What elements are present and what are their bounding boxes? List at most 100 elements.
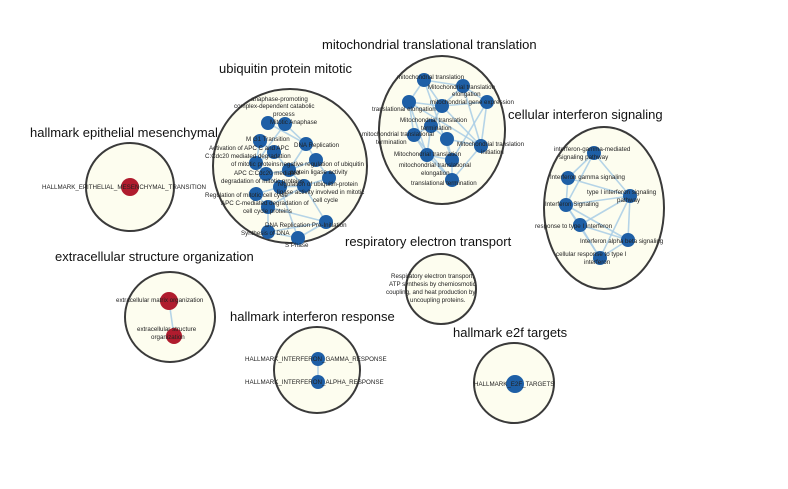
node-label: Mitotic Anaphase [270, 119, 318, 126]
node[interactable] [435, 99, 449, 113]
node-label: type I interferon signaling [587, 189, 657, 196]
node[interactable] [267, 145, 281, 159]
cluster-nodes [249, 116, 336, 245]
node-label: organization [151, 334, 185, 341]
node[interactable] [297, 179, 311, 193]
node[interactable] [621, 233, 635, 247]
node-label: degradation of mitotic proteins [221, 178, 304, 185]
node-label: interferon-gamma-mediated [554, 146, 631, 153]
node-label: of mitotic proteins [231, 161, 280, 168]
node[interactable] [278, 117, 292, 131]
node-label: mitochondrial gene expression [430, 99, 514, 106]
node[interactable] [587, 146, 601, 160]
node[interactable] [253, 134, 267, 148]
node[interactable] [420, 148, 434, 162]
node[interactable] [407, 128, 421, 142]
node-label: M G1 Transition [246, 136, 290, 143]
node-label: C:Cdc20 mediated degradation [205, 153, 291, 160]
cluster-boundary [124, 271, 216, 363]
node-label: Mitochondrial translation [394, 151, 462, 158]
node-label: translational termination [411, 180, 477, 187]
node-label: interferon [584, 259, 611, 266]
node[interactable] [282, 163, 296, 177]
node-label: termination [421, 125, 452, 132]
node-label: HALLMARK_EPITHELIAL_MESENCHYMAL_TRANSITI… [42, 184, 206, 191]
node-label: Interferon alpha beta signaling [580, 238, 664, 245]
node[interactable] [291, 231, 305, 245]
node[interactable] [623, 189, 637, 203]
node[interactable] [261, 116, 275, 130]
node[interactable] [319, 215, 333, 229]
node-label: Mitochondrial translation [400, 117, 468, 124]
node-label: elongation [421, 170, 450, 177]
node-e2f-targets[interactable] [506, 375, 524, 393]
node-label: response to type I interferon [535, 223, 613, 230]
node[interactable] [273, 180, 287, 194]
node[interactable] [261, 225, 275, 239]
cluster-title: mitochondrial translational translation [322, 37, 537, 52]
node-interferon-gamma-response[interactable] [311, 352, 325, 366]
cluster-ubiquitin-protein-mitotic[interactable]: ubiquitin protein mitotic anaphase-promo… [205, 61, 368, 249]
node-label: negative regulation of ubiquitin [280, 161, 364, 168]
cluster-title: hallmark interferon response [230, 309, 395, 324]
node-label: mitochondrial translation [397, 74, 465, 81]
cluster-cellular-interferon-signaling[interactable]: cellular interferon signaling interferon… [508, 107, 665, 290]
cluster-epithelial-mesenchymal[interactable]: hallmark epithelial mesenchymal HALLMARK… [30, 125, 218, 232]
node-epithelial-mesenchymal-transition[interactable] [121, 178, 139, 196]
cluster-title: ubiquitin protein mitotic [219, 61, 352, 76]
node-label: DNA Replication Pre-Initiation [265, 222, 347, 229]
cluster-hallmark-e2f-targets[interactable]: hallmark e2f targets HALLMARK_E2F_TARGET… [453, 325, 568, 424]
node-extracellular-matrix-organization[interactable] [160, 292, 178, 310]
node-label: S Phase [285, 242, 309, 249]
cluster-title: hallmark e2f targets [453, 325, 568, 340]
node-label: cell cycle proteins [243, 208, 292, 215]
node-label: HALLMARK_INTERFERON_ALPHA_RESPONSE [245, 379, 384, 386]
cluster-title: respiratory electron transport [345, 234, 512, 249]
node[interactable] [299, 137, 313, 151]
node-label: Regulation of mitotic cell cycle [205, 192, 288, 199]
node[interactable] [417, 73, 431, 87]
node-label: extracellular matrix organization [116, 297, 204, 304]
node-label: cellular response to type I [556, 251, 627, 258]
cluster-extracellular-structure-organization[interactable]: extracellular structure organization ext… [55, 249, 254, 363]
node-label: Interferon Signaling [545, 201, 599, 208]
node[interactable] [593, 251, 607, 265]
node[interactable] [322, 171, 336, 185]
node-label: APC C-mediated degradation of [221, 200, 309, 207]
node-label: extracellular structure [137, 326, 197, 333]
node-label: Mitochondrial translation [428, 84, 496, 91]
node-label: APC C:Cdc20 mediated [234, 170, 300, 177]
node[interactable] [445, 153, 459, 167]
node-interferon-alpha-response[interactable] [311, 375, 325, 389]
node[interactable] [424, 119, 438, 133]
node[interactable] [561, 171, 575, 185]
cluster-nodes [559, 146, 637, 265]
node[interactable] [249, 156, 263, 170]
node[interactable] [445, 173, 459, 187]
node[interactable] [456, 79, 470, 93]
cluster-boundary [543, 126, 665, 290]
node[interactable] [259, 167, 273, 181]
node[interactable] [309, 153, 323, 167]
node-label: regulation of ubiquitin-protein [278, 181, 358, 188]
cluster-boundary [273, 326, 361, 414]
node[interactable] [249, 187, 263, 201]
node-extracellular-structure-organization[interactable] [166, 328, 182, 344]
node-label: Mitochondrial translation [457, 141, 525, 148]
node-label: anaphase-promoting [251, 96, 308, 103]
node[interactable] [573, 218, 587, 232]
node-label: HALLMARK_E2F_TARGETS [474, 381, 554, 388]
node[interactable] [402, 95, 416, 109]
node-label: initiation [481, 149, 504, 156]
cluster-hallmark-interferon-response[interactable]: hallmark interferon response HALLMARK_IN… [230, 309, 395, 414]
node[interactable] [480, 95, 494, 109]
node-label: DNA Replication [294, 142, 340, 149]
node[interactable] [440, 132, 454, 146]
node[interactable] [474, 139, 488, 153]
cluster-mitochondrial-translational-translation[interactable]: mitochondrial translational translation … [322, 37, 537, 205]
cluster-respiratory-electron-transport[interactable]: respiratory electron transport Respirato… [345, 234, 512, 325]
node-label: mitochondrial translational [362, 131, 434, 138]
node-labels: anaphase-promoting complex-dependent cat… [205, 96, 364, 249]
node[interactable] [559, 198, 573, 212]
node[interactable] [261, 200, 275, 214]
